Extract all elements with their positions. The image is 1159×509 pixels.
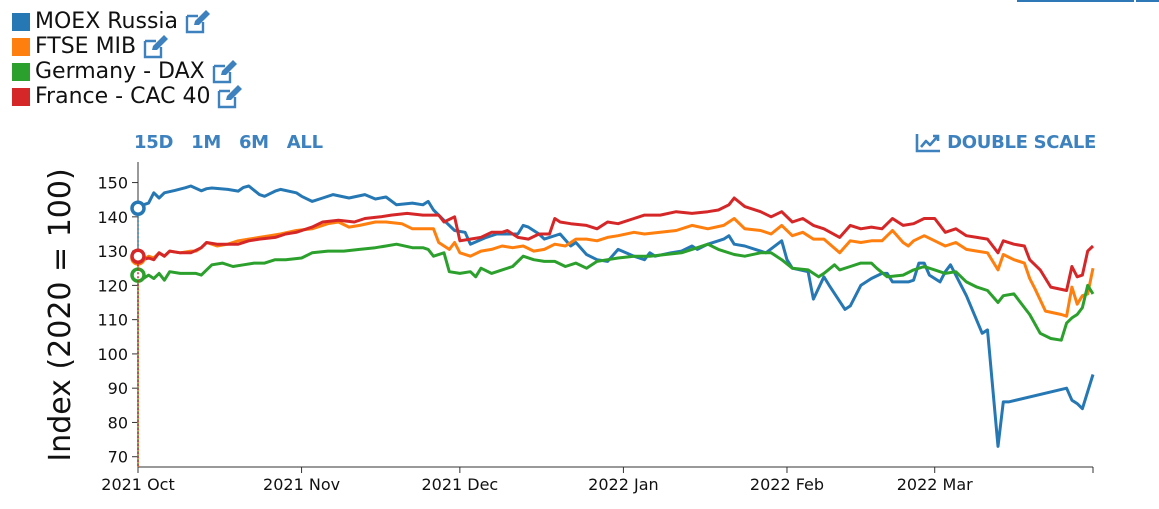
y-axis-label-group: Index (2020 = 100) [43,168,78,461]
x-tick-label: 2022 Jan [588,475,658,494]
legend-swatch [12,37,30,56]
legend-label: Germany - DAX [35,59,205,84]
y-tick-label: 140 [97,208,128,227]
legend-label: France - CAC 40 [35,84,211,109]
start-marker-france-cac-40[interactable] [130,248,146,264]
range-button-15d[interactable]: 15D [134,132,174,153]
x-tick-label: 2022 Feb [750,475,824,494]
y-tick-label: 110 [97,311,128,330]
y-tick-label: 100 [97,345,128,364]
top-tab-indicator [1136,0,1159,2]
y-tick-label: 70 [108,448,128,467]
x-tick-label: 2022 Mar [897,475,973,494]
top-tab-indicator [1017,0,1134,2]
legend-swatch [12,62,30,81]
legend-item-ftse-mib[interactable]: FTSE MIB [12,34,244,59]
edit-icon[interactable] [184,9,212,34]
legend-label: FTSE MIB [35,34,137,59]
series-line-france-cac-40[interactable] [137,196,1095,292]
y-tick-label: 130 [97,242,128,261]
series-line-germany-dax[interactable] [137,242,1095,342]
y-tick-label: 90 [108,379,128,398]
edit-icon[interactable] [211,59,239,84]
series-line-ftse-mib[interactable] [137,217,1095,318]
line-chart-icon [915,133,941,152]
range-button-all[interactable]: ALL [286,132,323,153]
legend-item-moex-russia[interactable]: MOEX Russia [12,9,244,34]
range-button-6m[interactable]: 6M [238,132,269,153]
start-marker-germany-dax[interactable] [130,267,146,283]
double-scale-button[interactable]: DOUBLE SCALE [915,132,1096,153]
legend-item-france-cac-40[interactable]: France - CAC 40 [12,84,244,109]
double-scale-label: DOUBLE SCALE [947,132,1096,153]
legend-item-germany-dax[interactable]: Germany - DAX [12,59,244,84]
edit-icon[interactable] [142,34,170,59]
range-button-1m[interactable]: 1M [191,132,221,153]
y-tick-label: 120 [97,276,128,295]
legend: MOEX Russia FTSE MIB Germany - DAX Franc… [12,9,244,109]
x-tick-label: 2021 Dec [421,475,498,494]
y-tick-label: 80 [108,413,128,432]
y-axis-label: Index (2020 = 100) [43,168,78,461]
start-markers [130,200,146,467]
x-tick-label: 2021 Oct [101,475,174,494]
series-lines [137,184,1095,448]
legend-label: MOEX Russia [35,9,179,34]
edit-icon[interactable] [216,84,244,109]
y-tick-label: 150 [97,174,128,193]
start-marker-moex-russia[interactable] [130,200,146,217]
legend-swatch [12,12,30,31]
axes: 70 80 90 100 110 120 130 140 150 2021 Oct 2021 Nov… [97,162,1094,494]
range-selector: 15D 1M 6M ALL [134,132,341,153]
series-line-moex-russia[interactable] [137,184,1095,448]
x-tick-label: 2021 Nov [263,475,340,494]
legend-swatch [12,87,30,106]
